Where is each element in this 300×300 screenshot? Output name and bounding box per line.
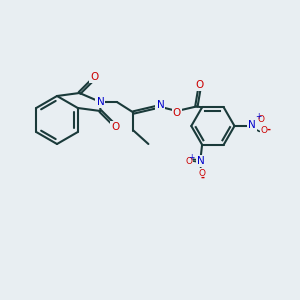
Text: O: O bbox=[111, 122, 119, 132]
Text: O: O bbox=[261, 126, 268, 135]
Text: O: O bbox=[185, 157, 192, 166]
Text: O: O bbox=[195, 80, 203, 90]
Text: -: - bbox=[267, 124, 271, 135]
Text: N: N bbox=[97, 97, 104, 107]
Text: O: O bbox=[173, 107, 181, 118]
Text: O: O bbox=[199, 169, 206, 178]
Text: +: + bbox=[188, 153, 195, 162]
Text: +: + bbox=[255, 112, 262, 121]
Text: O: O bbox=[258, 116, 265, 124]
Text: N: N bbox=[197, 156, 205, 166]
Text: N: N bbox=[248, 119, 256, 130]
Text: -: - bbox=[200, 173, 204, 183]
Text: N: N bbox=[157, 100, 164, 110]
Text: O: O bbox=[90, 72, 99, 82]
